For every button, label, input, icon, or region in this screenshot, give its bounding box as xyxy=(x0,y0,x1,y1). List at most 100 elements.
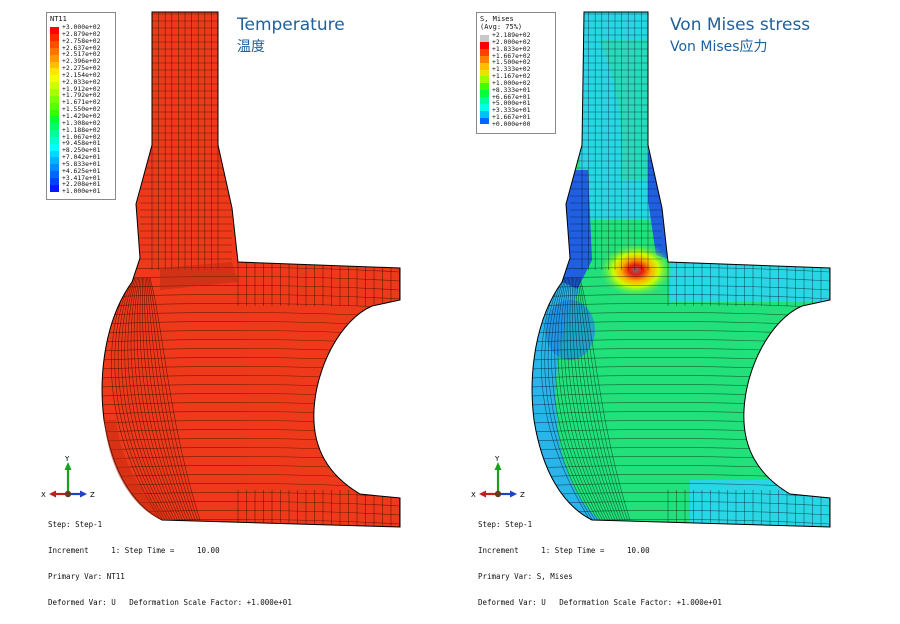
legend-entry: +1.912e+02 xyxy=(50,84,112,96)
temperature-panel: NT11 +3.000e+02 +2.879e+02 +2.758e+02 +2.63… xyxy=(0,0,450,606)
status-line-step: Step: Step-1 xyxy=(478,520,533,530)
legend-entry: +1.000e+01 xyxy=(50,188,112,195)
legend-value-label: +1.000e+02 xyxy=(492,78,531,87)
legend-entry: +2.033e+02 xyxy=(50,78,112,89)
legend-color-swatch xyxy=(50,164,59,172)
legend-value-label: +6.667e+01 xyxy=(492,92,531,101)
legend-entry: +1.167e+02 xyxy=(480,73,552,84)
legend-color-swatch xyxy=(480,90,489,97)
legend-entry: +1.667e+02 xyxy=(480,51,552,63)
legend-entry: +1.500e+02 xyxy=(480,59,552,70)
legend-color-swatch xyxy=(50,123,59,131)
temperature-title-chinese: 温度 xyxy=(237,39,265,55)
legend-value-label: +8.250e+01 xyxy=(62,146,101,155)
legend-color-swatch xyxy=(480,35,489,43)
status-line-deformed-var: Deformed Var: U Deformation Scale Factor… xyxy=(478,597,722,607)
legend-value-label: +2.208e+01 xyxy=(62,180,101,189)
legend-entry: +1.550e+02 xyxy=(50,105,112,117)
legend-entry: +2.275e+02 xyxy=(50,64,112,76)
coordinate-triad-icon: Y X Z xyxy=(41,455,95,499)
legend-value-label: +2.637e+02 xyxy=(62,43,101,52)
legend-value-label: +2.396e+02 xyxy=(62,57,101,66)
temperature-status-info: Step: Step-1 Increment 1: Step Time = 10… xyxy=(48,504,292,624)
legend-value-label: +2.189e+02 xyxy=(492,31,531,39)
legend-value-label: +3.333e+01 xyxy=(492,106,531,115)
legend-color-swatch xyxy=(50,136,59,144)
legend-entry: +6.667e+01 xyxy=(480,92,552,104)
legend-color-swatch xyxy=(50,75,59,83)
legend-entry: +1.308e+02 xyxy=(50,119,112,131)
legend-entry: +1.067e+02 xyxy=(50,132,112,144)
legend-color-swatch xyxy=(480,103,489,111)
legend-entry: +2.189e+02 xyxy=(480,31,552,43)
legend-value-label: +8.333e+01 xyxy=(492,85,531,94)
legend-entry: +8.250e+01 xyxy=(50,146,112,158)
legend-color-swatch xyxy=(480,96,489,104)
legend-color-swatch xyxy=(480,42,489,50)
legend-entry: +2.879e+02 xyxy=(50,30,112,42)
temperature-legend-entries: +3.000e+02 +2.879e+02 +2.758e+02 +2.637e+02… xyxy=(50,24,112,195)
stress-panel: S, Mises (Avg: 75%) +2.189e+02 +2.000e+02… xyxy=(450,0,900,606)
legend-entry: +7.042e+01 xyxy=(50,153,112,165)
legend-value-label: +2.275e+02 xyxy=(62,64,101,73)
legend-color-swatch xyxy=(50,61,59,69)
stress-legend-subtitle: (Avg: 75%) xyxy=(480,23,523,31)
temperature-title: Temperature xyxy=(237,15,345,35)
legend-value-label: +1.550e+02 xyxy=(62,105,101,114)
legend-color-swatch xyxy=(480,83,489,91)
status-line-primary-var: Primary Var: S, Mises xyxy=(478,571,573,581)
legend-color-swatch xyxy=(50,41,59,48)
legend-value-label: +5.000e+01 xyxy=(492,99,531,108)
legend-entry: +2.208e+01 xyxy=(50,180,112,192)
y-axis-label: Y xyxy=(64,455,70,463)
legend-value-label: +1.792e+02 xyxy=(62,91,101,100)
legend-entry: +5.000e+01 xyxy=(480,99,552,111)
legend-value-label: +9.458e+01 xyxy=(62,139,101,148)
status-line-increment: Increment 1: Step Time = 10.00 xyxy=(478,545,650,555)
legend-color-swatch xyxy=(50,82,59,89)
legend-entry: +0.000e+00 xyxy=(480,121,552,128)
legend-color-swatch xyxy=(480,76,489,84)
legend-entry: +1.667e+01 xyxy=(480,113,552,125)
x-axis-label: X xyxy=(41,491,46,499)
legend-value-label: +2.154e+02 xyxy=(62,70,101,79)
stress-title-chinese: Von Mises应力 xyxy=(670,39,768,55)
legend-entry: +1.188e+02 xyxy=(50,125,112,137)
legend-entry: +5.833e+01 xyxy=(50,159,112,172)
temperature-model-mesh xyxy=(101,11,401,528)
legend-entry: +9.458e+01 xyxy=(50,139,112,151)
stress-status-info: Step: Step-1 Increment 1: Step Time = 10… xyxy=(478,504,722,624)
stress-legend-entries: +2.189e+02 +2.000e+02 +1.833e+02 +1.667e+02… xyxy=(480,32,552,128)
stress-legend-title: S, Mises xyxy=(480,15,514,23)
legend-entry: +3.417e+01 xyxy=(50,173,112,185)
legend-color-swatch xyxy=(50,54,59,62)
legend-value-label: +1.833e+02 xyxy=(492,44,531,53)
coordinate-triad-icon: Y X Z xyxy=(471,455,525,499)
legend-value-label: +2.758e+02 xyxy=(62,36,101,45)
legend-value-label: +1.333e+02 xyxy=(492,65,531,74)
legend-entry: +1.833e+02 xyxy=(480,44,552,56)
legend-color-swatch xyxy=(50,88,59,96)
status-line-increment: Increment 1: Step Time = 10.00 xyxy=(48,545,220,555)
legend-color-swatch xyxy=(50,116,59,124)
legend-entry: +2.396e+02 xyxy=(50,57,112,69)
legend-value-label: +1.667e+02 xyxy=(492,51,531,60)
stress-title: Von Mises stress xyxy=(670,15,811,35)
legend-value-label: +1.912e+02 xyxy=(62,84,101,93)
legend-value-label: +1.429e+02 xyxy=(62,111,101,120)
legend-value-label: +5.833e+01 xyxy=(62,159,101,168)
legend-entry: +2.758e+02 xyxy=(50,36,112,48)
legend-value-label: +1.067e+02 xyxy=(62,132,101,141)
legend-color-swatch xyxy=(480,110,489,118)
z-axis-label: Z xyxy=(520,491,525,499)
legend-value-label: +7.042e+01 xyxy=(62,153,101,162)
legend-color-swatch xyxy=(50,109,59,117)
legend-value-label: +3.417e+01 xyxy=(62,173,101,182)
legend-color-swatch xyxy=(480,55,489,63)
legend-color-swatch xyxy=(50,143,59,151)
legend-entry: +2.000e+02 xyxy=(480,38,552,50)
temperature-legend-title: NT11 xyxy=(50,15,67,23)
legend-value-label: +1.667e+01 xyxy=(492,113,531,122)
status-line-deformed-var: Deformed Var: U Deformation Scale Factor… xyxy=(48,597,292,607)
legend-value-label: +1.188e+02 xyxy=(62,125,101,134)
